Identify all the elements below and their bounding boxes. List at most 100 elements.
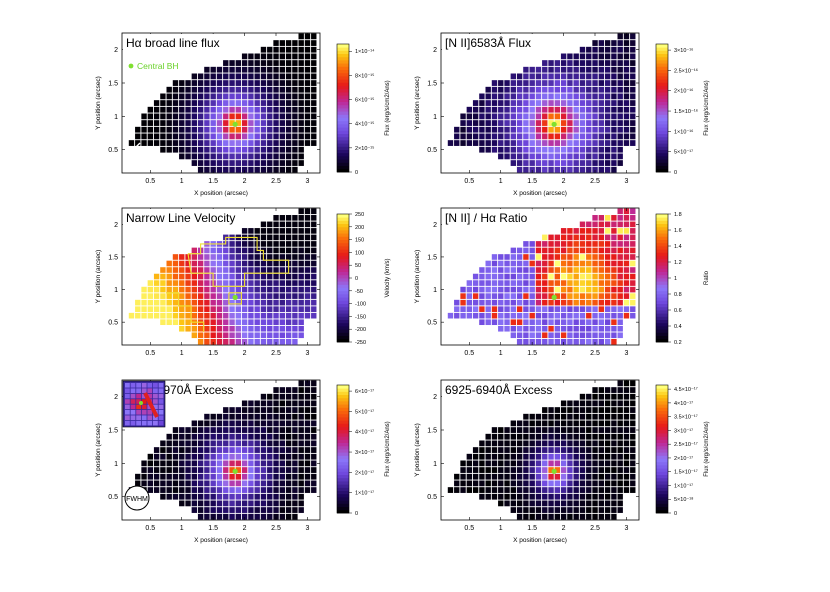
heatmap-cell xyxy=(548,93,554,100)
heatmap-cell xyxy=(141,120,147,126)
heatmap-cell xyxy=(535,332,542,339)
heatmap-cell xyxy=(304,380,311,387)
heatmap-cell xyxy=(498,260,504,267)
heatmap-cell xyxy=(311,260,317,267)
heatmap-cell xyxy=(179,146,185,153)
heatmap-cell xyxy=(454,312,460,319)
heatmap-cell xyxy=(529,100,535,106)
heatmap-cell xyxy=(579,480,586,487)
heatmap-cell xyxy=(560,247,567,254)
heatmap-cell xyxy=(617,400,623,407)
heatmap-cell xyxy=(229,66,235,73)
heatmap-cell xyxy=(560,260,567,267)
heatmap-cell xyxy=(623,447,630,453)
heatmap-cell xyxy=(204,473,210,480)
colorbar-segment xyxy=(337,140,349,144)
heatmap-cell xyxy=(529,160,535,166)
heatmap-cell xyxy=(285,40,292,46)
heatmap-cell xyxy=(630,221,636,228)
heatmap-cell xyxy=(535,73,542,80)
heatmap-cell xyxy=(254,319,260,326)
heatmap-cell xyxy=(586,440,592,447)
heatmap-cell xyxy=(604,280,611,286)
heatmap-cell xyxy=(298,332,304,339)
heatmap-cell xyxy=(485,306,491,312)
heatmap-cell xyxy=(279,413,286,420)
heatmap-cell xyxy=(592,247,598,254)
heatmap-cell xyxy=(254,80,260,86)
heatmap-cell xyxy=(248,480,254,487)
heatmap-cell xyxy=(260,286,267,293)
heatmap-cell xyxy=(166,146,172,153)
heatmap-cell xyxy=(535,299,542,306)
heatmap-cell xyxy=(267,166,273,173)
heatmap-cell xyxy=(573,126,579,133)
heatmap-cell xyxy=(279,133,286,140)
heatmap-cell xyxy=(567,427,573,433)
heatmap-cell xyxy=(223,420,229,427)
heatmap-cell xyxy=(523,447,529,453)
heatmap-cell xyxy=(298,440,304,447)
heatmap-cell xyxy=(311,234,317,241)
heatmap-cell xyxy=(542,420,548,427)
heatmap-cell xyxy=(617,120,623,126)
colorbar-tick-label: 4.5×10⁻¹⁷ xyxy=(674,386,698,393)
heatmap-cell xyxy=(267,493,273,500)
heatmap-cell xyxy=(598,299,605,306)
heatmap-cell xyxy=(210,106,216,113)
heatmap-cell xyxy=(567,447,573,453)
heatmap-cell xyxy=(197,166,204,173)
heatmap-cell xyxy=(135,306,141,312)
heatmap-cell xyxy=(592,460,598,467)
heatmap-cell xyxy=(311,100,317,106)
heatmap-cell xyxy=(153,453,160,460)
heatmap-cell xyxy=(604,126,611,133)
heatmap-cell xyxy=(548,487,554,493)
heatmap-cell xyxy=(542,153,548,160)
heatmap-cell xyxy=(304,460,311,467)
heatmap-cell xyxy=(592,286,598,293)
heatmap-cell xyxy=(172,453,179,460)
heatmap-cell xyxy=(172,427,179,433)
heatmap-cell xyxy=(611,215,617,221)
heatmap-cell xyxy=(573,60,579,66)
colorbar-segment xyxy=(337,310,349,314)
heatmap-cell xyxy=(498,100,504,106)
colorbar-tick-label: 2×10⁻¹⁵ xyxy=(355,145,374,152)
heatmap-cell xyxy=(472,120,479,126)
heatmap-cell xyxy=(223,73,229,80)
heatmap-cell xyxy=(285,500,292,507)
heatmap-cell xyxy=(516,73,523,80)
heatmap-cell xyxy=(542,241,548,247)
heatmap-cell xyxy=(166,447,172,453)
heatmap-cell xyxy=(554,86,561,93)
heatmap-cell xyxy=(573,113,579,120)
heatmap-cell xyxy=(285,507,292,513)
heatmap-cell xyxy=(535,133,542,140)
colorbar-segment xyxy=(337,220,349,224)
heatmap-cell xyxy=(560,467,567,473)
heatmap-cell xyxy=(630,273,636,280)
heatmap-cell xyxy=(617,500,623,507)
heatmap-cell xyxy=(216,447,223,453)
heatmap-cell xyxy=(204,160,210,166)
colorbar-tick-label: 5×10⁻¹⁷ xyxy=(355,408,374,415)
heatmap-cell xyxy=(617,153,623,160)
heatmap-cell xyxy=(304,228,311,234)
heatmap-cell xyxy=(235,473,242,480)
heatmap-cell xyxy=(172,480,179,487)
heatmap-cell xyxy=(548,241,554,247)
heatmap-cell xyxy=(504,473,510,480)
heatmap-cell xyxy=(604,500,611,507)
colorbar-tick-label: 1.2 xyxy=(674,260,682,266)
heatmap-cell xyxy=(191,420,198,427)
heatmap-cell xyxy=(304,247,311,254)
heatmap-cell xyxy=(567,146,573,153)
inset-cell xyxy=(130,393,136,399)
heatmap-cell xyxy=(248,493,254,500)
heatmap-cell xyxy=(223,106,229,113)
heatmap-cell xyxy=(516,113,523,120)
heatmap-cell xyxy=(630,106,636,113)
heatmap-cell xyxy=(235,407,242,413)
heatmap-cell xyxy=(311,286,317,293)
